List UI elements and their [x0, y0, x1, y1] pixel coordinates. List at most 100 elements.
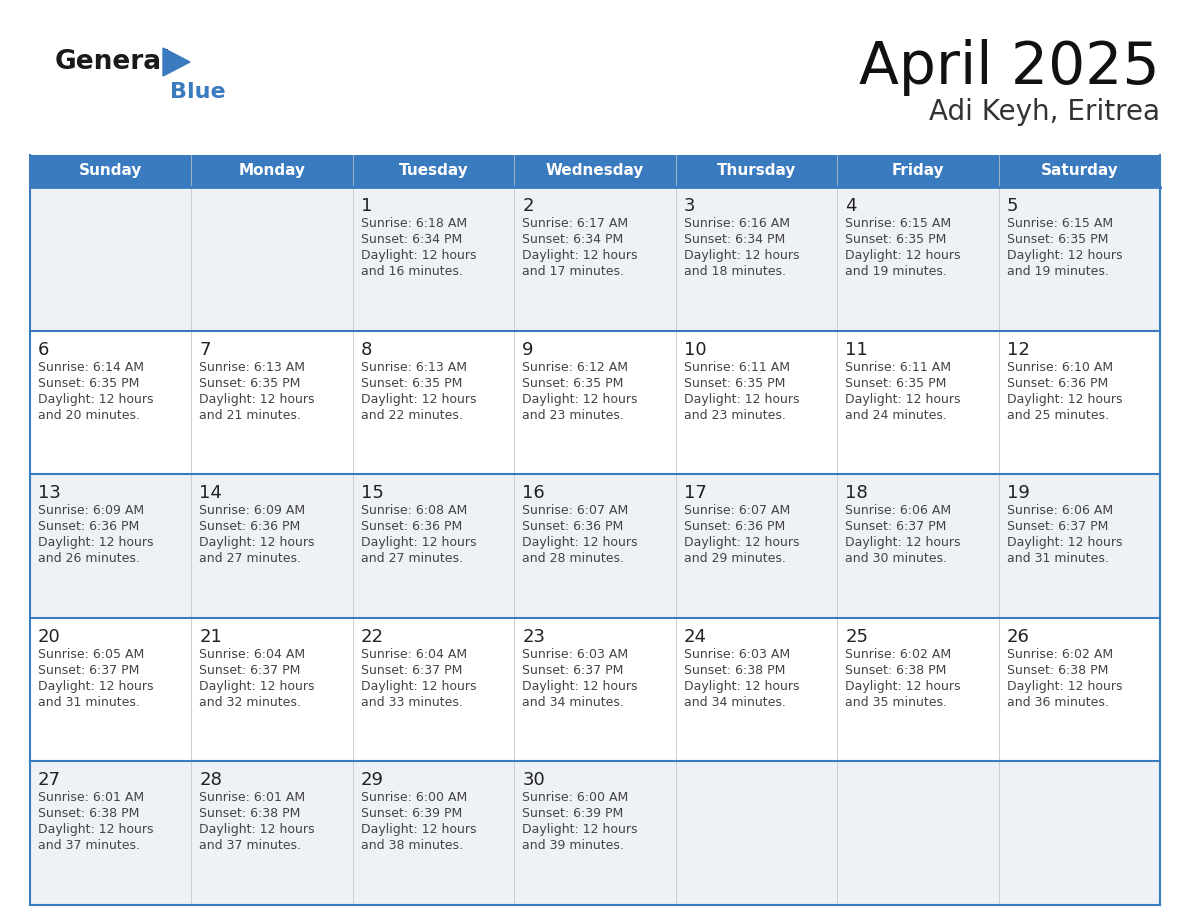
Text: and 31 minutes.: and 31 minutes. — [38, 696, 140, 709]
Text: Daylight: 12 hours: Daylight: 12 hours — [684, 680, 800, 693]
Text: Sunset: 6:38 PM: Sunset: 6:38 PM — [845, 664, 947, 677]
Text: Daylight: 12 hours: Daylight: 12 hours — [523, 680, 638, 693]
Text: Daylight: 12 hours: Daylight: 12 hours — [361, 823, 476, 836]
Text: Sunrise: 6:05 AM: Sunrise: 6:05 AM — [38, 648, 144, 661]
Text: Daylight: 12 hours: Daylight: 12 hours — [200, 680, 315, 693]
Text: and 28 minutes.: and 28 minutes. — [523, 553, 624, 565]
Bar — [999, 155, 1159, 187]
Text: 2: 2 — [523, 197, 533, 215]
Text: Sunset: 6:38 PM: Sunset: 6:38 PM — [1006, 664, 1108, 677]
Bar — [30, 330, 191, 475]
Bar — [838, 155, 999, 187]
Text: 30: 30 — [523, 771, 545, 789]
Text: Daylight: 12 hours: Daylight: 12 hours — [1006, 249, 1123, 262]
Text: Daylight: 12 hours: Daylight: 12 hours — [684, 536, 800, 549]
Text: Daylight: 12 hours: Daylight: 12 hours — [200, 823, 315, 836]
Text: Sunset: 6:35 PM: Sunset: 6:35 PM — [1006, 233, 1108, 246]
Text: 28: 28 — [200, 771, 222, 789]
Text: and 22 minutes.: and 22 minutes. — [361, 409, 463, 421]
Text: 3: 3 — [684, 197, 695, 215]
Bar — [676, 761, 838, 905]
Text: Daylight: 12 hours: Daylight: 12 hours — [845, 536, 961, 549]
Text: Daylight: 12 hours: Daylight: 12 hours — [523, 249, 638, 262]
Text: Adi Keyh, Eritrea: Adi Keyh, Eritrea — [929, 98, 1159, 126]
Text: April 2025: April 2025 — [859, 39, 1159, 96]
Text: 26: 26 — [1006, 628, 1030, 645]
Text: 25: 25 — [845, 628, 868, 645]
Text: 16: 16 — [523, 484, 545, 502]
Text: Sunrise: 6:02 AM: Sunrise: 6:02 AM — [1006, 648, 1113, 661]
Text: 8: 8 — [361, 341, 372, 359]
Text: Daylight: 12 hours: Daylight: 12 hours — [523, 536, 638, 549]
Text: 4: 4 — [845, 197, 857, 215]
Text: Daylight: 12 hours: Daylight: 12 hours — [200, 536, 315, 549]
Text: Sunset: 6:38 PM: Sunset: 6:38 PM — [200, 808, 301, 821]
Text: Sunrise: 6:09 AM: Sunrise: 6:09 AM — [38, 504, 144, 517]
Text: Sunset: 6:34 PM: Sunset: 6:34 PM — [523, 233, 624, 246]
Bar — [30, 187, 191, 330]
Bar — [353, 761, 514, 905]
Text: Daylight: 12 hours: Daylight: 12 hours — [684, 249, 800, 262]
Text: and 39 minutes.: and 39 minutes. — [523, 839, 624, 853]
Text: and 38 minutes.: and 38 minutes. — [361, 839, 463, 853]
Text: Sunrise: 6:00 AM: Sunrise: 6:00 AM — [361, 791, 467, 804]
Text: Sunset: 6:39 PM: Sunset: 6:39 PM — [361, 808, 462, 821]
Bar — [838, 187, 999, 330]
Text: and 21 minutes.: and 21 minutes. — [200, 409, 302, 421]
Text: 14: 14 — [200, 484, 222, 502]
Text: and 20 minutes.: and 20 minutes. — [38, 409, 140, 421]
Text: Sunrise: 6:10 AM: Sunrise: 6:10 AM — [1006, 361, 1113, 374]
Text: Daylight: 12 hours: Daylight: 12 hours — [845, 393, 961, 406]
Bar — [999, 475, 1159, 618]
Text: Sunset: 6:38 PM: Sunset: 6:38 PM — [684, 664, 785, 677]
Text: 13: 13 — [38, 484, 61, 502]
Text: Sunrise: 6:04 AM: Sunrise: 6:04 AM — [200, 648, 305, 661]
Bar — [514, 330, 676, 475]
Text: 5: 5 — [1006, 197, 1018, 215]
Text: Daylight: 12 hours: Daylight: 12 hours — [38, 823, 153, 836]
Text: Sunset: 6:37 PM: Sunset: 6:37 PM — [1006, 521, 1108, 533]
Text: and 37 minutes.: and 37 minutes. — [200, 839, 302, 853]
Bar — [999, 330, 1159, 475]
Bar — [191, 155, 353, 187]
Text: Daylight: 12 hours: Daylight: 12 hours — [523, 823, 638, 836]
Text: Sunset: 6:35 PM: Sunset: 6:35 PM — [38, 376, 139, 389]
Text: Daylight: 12 hours: Daylight: 12 hours — [361, 680, 476, 693]
Bar — [838, 618, 999, 761]
Text: and 35 minutes.: and 35 minutes. — [845, 696, 947, 709]
Text: Sunrise: 6:07 AM: Sunrise: 6:07 AM — [523, 504, 628, 517]
Text: Sunset: 6:36 PM: Sunset: 6:36 PM — [361, 521, 462, 533]
Bar — [999, 761, 1159, 905]
Bar — [514, 475, 676, 618]
Bar — [353, 475, 514, 618]
Bar — [838, 475, 999, 618]
Bar — [353, 155, 514, 187]
Bar — [30, 155, 191, 187]
Text: Sunrise: 6:16 AM: Sunrise: 6:16 AM — [684, 217, 790, 230]
Text: Sunset: 6:37 PM: Sunset: 6:37 PM — [361, 664, 462, 677]
Text: 12: 12 — [1006, 341, 1030, 359]
Bar — [676, 618, 838, 761]
Text: and 27 minutes.: and 27 minutes. — [361, 553, 463, 565]
Bar — [30, 761, 191, 905]
Text: Daylight: 12 hours: Daylight: 12 hours — [684, 393, 800, 406]
Bar — [514, 155, 676, 187]
Text: Sunset: 6:37 PM: Sunset: 6:37 PM — [523, 664, 624, 677]
Text: Sunset: 6:37 PM: Sunset: 6:37 PM — [38, 664, 139, 677]
Bar — [191, 475, 353, 618]
Text: 17: 17 — [684, 484, 707, 502]
Bar — [191, 761, 353, 905]
Text: and 23 minutes.: and 23 minutes. — [523, 409, 624, 421]
Text: 15: 15 — [361, 484, 384, 502]
Text: and 26 minutes.: and 26 minutes. — [38, 553, 140, 565]
Text: and 34 minutes.: and 34 minutes. — [684, 696, 785, 709]
Text: 18: 18 — [845, 484, 868, 502]
Text: Thursday: Thursday — [716, 163, 796, 178]
Text: Daylight: 12 hours: Daylight: 12 hours — [845, 680, 961, 693]
Text: Sunset: 6:36 PM: Sunset: 6:36 PM — [200, 521, 301, 533]
Text: Sunrise: 6:06 AM: Sunrise: 6:06 AM — [1006, 504, 1113, 517]
Bar — [191, 187, 353, 330]
Text: Sunrise: 6:15 AM: Sunrise: 6:15 AM — [1006, 217, 1113, 230]
Text: Sunrise: 6:13 AM: Sunrise: 6:13 AM — [361, 361, 467, 374]
Text: Sunset: 6:35 PM: Sunset: 6:35 PM — [845, 376, 947, 389]
